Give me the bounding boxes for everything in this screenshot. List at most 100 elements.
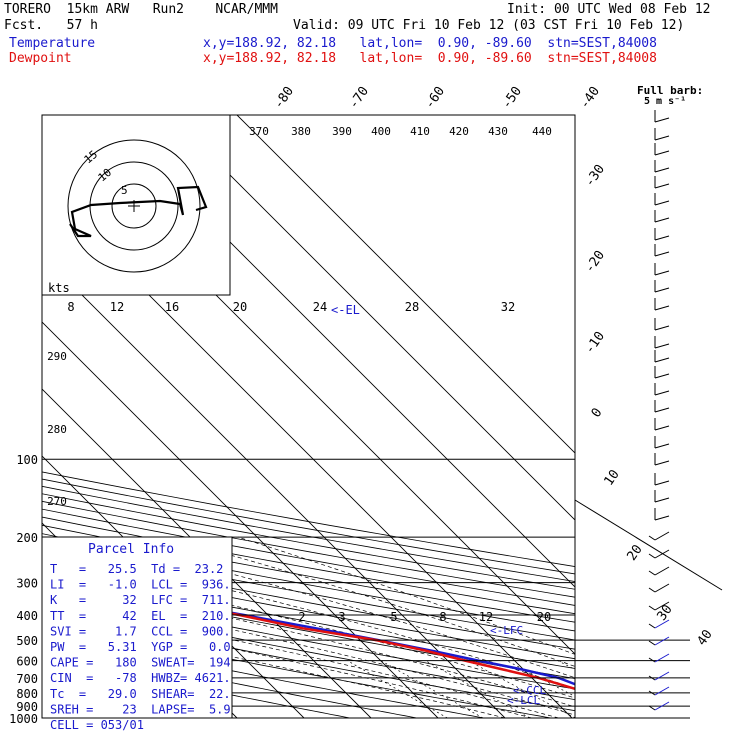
- mixing-ratio-line: [425, 660, 531, 718]
- wind-barb-flag: [654, 686, 670, 696]
- isotherm-line: [42, 254, 506, 718]
- mixing-ratio-label: 8: [67, 300, 74, 314]
- theta-label: 410: [410, 125, 430, 138]
- lfc-annotation: <-LFC: [490, 624, 523, 637]
- wind-barb-flag: [654, 287, 670, 293]
- pressure-tick-label: 700: [16, 672, 38, 686]
- dry-adiabat-line: [42, 500, 575, 598]
- isotherm-line: [169, 115, 575, 521]
- temperature-legend: Temperature: [9, 36, 96, 51]
- wind-barb-flag: [654, 135, 670, 141]
- wind-barb-flag: [654, 373, 670, 379]
- isotherm-label: -30: [582, 162, 608, 190]
- wind-barb-flag: [654, 235, 670, 241]
- wind-barb-flag: [654, 425, 670, 431]
- wind-barb-staff: [648, 705, 656, 711]
- wind-barb-flag: [654, 117, 670, 123]
- dry-adiabat-line: [42, 516, 575, 615]
- wind-barb-flag: [654, 601, 670, 611]
- wind-barb-flag: [654, 270, 670, 276]
- isotherm-label: -40: [577, 84, 603, 112]
- wind-barb-flag: [654, 619, 670, 629]
- isotherm-label: -80: [271, 84, 297, 112]
- wind-barb-flag: [654, 251, 670, 257]
- parcel-info-title: Parcel Info: [88, 542, 174, 557]
- isotherm-line: [42, 388, 372, 718]
- plot-area: [42, 115, 575, 718]
- wind-barb-flag: [654, 443, 670, 449]
- wind-barb-flag: [654, 549, 670, 559]
- moist-adiabat-line: [237, 536, 575, 655]
- wind-barb-flag: [654, 531, 670, 541]
- dry-adiabat-line: [42, 655, 350, 718]
- hodograph-units-label: kts: [48, 281, 70, 295]
- wind-barb-unit: 5 m s⁻¹: [644, 96, 686, 107]
- pressure-tick-label: 600: [16, 655, 38, 669]
- plot-border: [41, 114, 576, 719]
- pressure-tick-label: 300: [16, 577, 38, 591]
- mixing-ratio-label: 3: [338, 610, 345, 624]
- wind-barb-flag: [654, 497, 670, 503]
- wind-barb-flag: [654, 701, 670, 711]
- parcel-info-row: CELL = 053/01: [50, 718, 144, 732]
- dewpoint-location: x,y=188.92, 82.18 lat,lon= 0.90, -89.60 …: [203, 51, 657, 66]
- isotherm-label: 0: [589, 405, 606, 420]
- dry-adiabat-line: [42, 609, 575, 712]
- isotherm-label: 10: [601, 467, 622, 488]
- parcel-info-row: Tc = 29.0 SHEAR= 22.: [50, 687, 231, 701]
- wind-barb-staff: [648, 587, 656, 593]
- theta-label: 380: [291, 125, 311, 138]
- wind-barb-flag: [654, 407, 670, 413]
- theta-label: 400: [371, 125, 391, 138]
- wind-barb-flag: [654, 566, 670, 576]
- pressure-tick-label: 100: [16, 453, 38, 467]
- hodograph-ring: [67, 139, 201, 273]
- parcel-info-row: PW = 5.31 YGP = 0.0: [50, 640, 231, 654]
- wind-barb-flag: [654, 200, 670, 206]
- wind-barb-flag: [654, 480, 670, 486]
- mixing-ratio-line: [380, 660, 484, 718]
- temperature-location: x,y=188.92, 82.18 lat,lon= 0.90, -89.60 …: [203, 36, 657, 51]
- theta-label: 440: [532, 125, 552, 138]
- pressure-tick-label: 800: [16, 687, 38, 701]
- wind-barb-flag: [654, 671, 670, 681]
- hodograph-ring-label: 5: [121, 184, 128, 197]
- mixing-ratio-label: 12: [110, 300, 124, 314]
- model-run-title: TORERO 15km ARW Run2 NCAR/MMM: [4, 2, 278, 17]
- pressure-tick-label: 200: [16, 531, 38, 545]
- parcel-info-row: TT = 42 EL = 210.: [50, 609, 231, 623]
- mixing-ratio-label: 16: [165, 300, 179, 314]
- dewpoint-line: [42, 578, 575, 691]
- hodograph-trace: [69, 185, 208, 238]
- dry-adiabat-line: [42, 478, 575, 575]
- theta-label: 270: [47, 495, 67, 508]
- dewpoint-legend: Dewpoint: [9, 51, 72, 66]
- mixing-ratio-label: 8: [439, 610, 446, 624]
- parcel-info-row: CIN = -78 HWBZ= 4621.: [50, 671, 231, 685]
- isotherm-label: -70: [346, 84, 372, 112]
- dry-adiabat-line: [42, 578, 575, 679]
- wind-barb-staff: [648, 605, 656, 611]
- isotherm-label: -10: [582, 329, 608, 357]
- dry-adiabat-line: [42, 508, 575, 606]
- theta-label: 390: [332, 125, 352, 138]
- pressure-tick-label: 400: [16, 609, 38, 623]
- wind-barb-staff: [648, 675, 656, 681]
- mixing-ratio-label: 20: [233, 300, 247, 314]
- isotherm-label: 40: [694, 627, 715, 648]
- valid-time: Valid: 09 UTC Fri 10 Feb 12 (03 CST Fri …: [293, 18, 685, 33]
- isotherm-label: -60: [422, 84, 448, 112]
- wind-barb-staff: [648, 657, 656, 663]
- forecast-hour: Fcst. 57 h: [4, 18, 98, 33]
- isotherm-label: 20: [624, 542, 645, 563]
- theta-label: 370: [249, 125, 269, 138]
- moist-adiabat-line: [42, 607, 532, 718]
- mixing-ratio-label: 12: [479, 610, 493, 624]
- wind-barb-flag: [654, 150, 670, 156]
- dry-adiabat-line: [42, 588, 575, 690]
- hodograph-panel: [41, 114, 231, 296]
- mixing-ratio-label: 32: [501, 300, 515, 314]
- parcel-info-box: [41, 536, 233, 719]
- parcel-info-row: CAPE = 180 SWEAT= 194: [50, 656, 231, 670]
- dry-adiabat-line: [42, 569, 575, 669]
